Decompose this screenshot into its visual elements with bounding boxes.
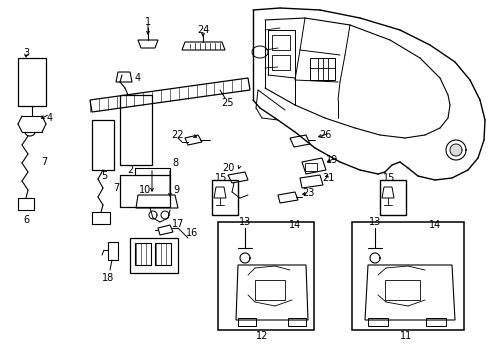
Text: 7: 7 [41, 157, 47, 167]
Text: 8: 8 [172, 158, 178, 168]
Text: 10: 10 [139, 185, 151, 195]
Bar [309, 58, 334, 80]
Text: 6: 6 [23, 215, 29, 225]
Text: 4: 4 [135, 73, 141, 83]
Polygon shape [449, 144, 461, 156]
Text: 25: 25 [221, 98, 234, 108]
Text: 16: 16 [185, 228, 198, 238]
Bar [238, 318, 256, 326]
Bar [379, 180, 405, 215]
Bar [305, 163, 316, 171]
Text: 21: 21 [321, 173, 333, 183]
Bar [254, 280, 285, 300]
Text: 15: 15 [215, 173, 227, 183]
Bar [92, 212, 110, 224]
Bar [130, 238, 178, 273]
Bar [287, 318, 305, 326]
Text: 17: 17 [171, 219, 184, 229]
Text: 24: 24 [196, 25, 209, 35]
Text: 3: 3 [23, 48, 29, 58]
Text: 5: 5 [101, 171, 107, 181]
Text: 22: 22 [171, 130, 184, 140]
Text: 12: 12 [255, 331, 267, 341]
Bar [367, 318, 387, 326]
Bar [212, 180, 238, 215]
Text: 9: 9 [173, 185, 179, 195]
Bar [351, 222, 463, 330]
Text: 23: 23 [301, 188, 314, 198]
Bar [155, 243, 171, 265]
Text: 13: 13 [368, 217, 380, 227]
Bar [120, 175, 170, 207]
Bar [425, 318, 445, 326]
Text: 19: 19 [325, 155, 337, 165]
Text: 14: 14 [428, 220, 440, 230]
Bar [18, 58, 46, 106]
Text: 14: 14 [288, 220, 301, 230]
Text: 7: 7 [113, 183, 119, 193]
Text: 2: 2 [126, 165, 133, 175]
Text: 18: 18 [102, 273, 114, 283]
Text: 11: 11 [399, 331, 411, 341]
Text: 20: 20 [222, 163, 234, 173]
Bar [271, 35, 289, 50]
Text: 4: 4 [47, 113, 53, 123]
Bar [18, 198, 34, 210]
Text: 1: 1 [144, 17, 151, 27]
Text: 13: 13 [238, 217, 251, 227]
Bar [120, 95, 152, 165]
Bar [218, 222, 313, 330]
Bar [92, 120, 114, 170]
Text: 15: 15 [382, 173, 395, 183]
Bar [135, 243, 151, 265]
Bar [271, 55, 289, 70]
Text: 26: 26 [318, 130, 330, 140]
Bar [384, 280, 419, 300]
